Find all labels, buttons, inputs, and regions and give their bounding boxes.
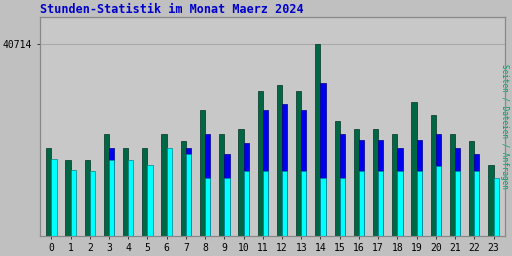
Bar xyxy=(359,140,364,256)
Bar xyxy=(224,154,229,256)
Bar xyxy=(392,134,397,256)
Bar xyxy=(301,110,307,256)
Bar xyxy=(123,148,128,256)
Bar xyxy=(104,134,109,256)
Bar xyxy=(186,154,191,256)
Bar xyxy=(167,148,172,256)
Bar xyxy=(354,129,359,256)
Bar xyxy=(436,166,441,256)
Bar xyxy=(51,159,56,256)
Bar xyxy=(282,171,287,256)
Bar xyxy=(455,148,460,256)
Bar xyxy=(142,148,147,256)
Bar xyxy=(431,115,436,256)
Bar xyxy=(340,134,345,256)
Bar xyxy=(205,134,210,256)
Bar xyxy=(200,110,205,256)
Bar xyxy=(109,160,114,256)
Bar xyxy=(244,171,249,256)
Bar xyxy=(258,91,263,256)
Bar xyxy=(90,171,95,256)
Bar xyxy=(359,171,364,256)
Bar xyxy=(205,178,210,256)
Bar xyxy=(282,104,287,256)
Bar xyxy=(412,102,417,256)
Bar xyxy=(378,140,383,256)
Bar xyxy=(244,143,249,256)
Y-axis label: Seiten / Dateien / Anfragen: Seiten / Dateien / Anfragen xyxy=(500,64,509,189)
Bar xyxy=(474,154,479,256)
Bar xyxy=(296,91,301,256)
Bar xyxy=(224,178,229,256)
Bar xyxy=(109,148,114,256)
Bar xyxy=(181,141,186,256)
Bar xyxy=(417,171,422,256)
Bar xyxy=(469,141,474,256)
Bar xyxy=(417,140,422,256)
Bar xyxy=(321,178,326,256)
Bar xyxy=(450,134,455,256)
Bar xyxy=(378,171,383,256)
Bar xyxy=(488,165,494,256)
Bar xyxy=(71,170,76,256)
Bar xyxy=(334,121,340,256)
Bar xyxy=(84,160,90,256)
Text: Stunden-Statistik im Monat Maerz 2024: Stunden-Statistik im Monat Maerz 2024 xyxy=(40,3,304,16)
Bar xyxy=(161,134,167,256)
Bar xyxy=(219,134,224,256)
Bar xyxy=(340,178,345,256)
Bar xyxy=(455,171,460,256)
Bar xyxy=(147,165,153,256)
Bar xyxy=(239,129,244,256)
Bar xyxy=(301,171,307,256)
Bar xyxy=(436,134,441,256)
Bar xyxy=(128,160,134,256)
Bar xyxy=(186,148,191,256)
Bar xyxy=(263,110,268,256)
Bar xyxy=(494,178,499,256)
Bar xyxy=(66,160,71,256)
Bar xyxy=(321,82,326,256)
Bar xyxy=(397,171,402,256)
Bar xyxy=(373,129,378,256)
Bar xyxy=(46,148,51,256)
Bar xyxy=(474,171,479,256)
Bar xyxy=(397,148,402,256)
Bar xyxy=(263,171,268,256)
Bar xyxy=(277,85,282,256)
Bar xyxy=(315,44,321,256)
